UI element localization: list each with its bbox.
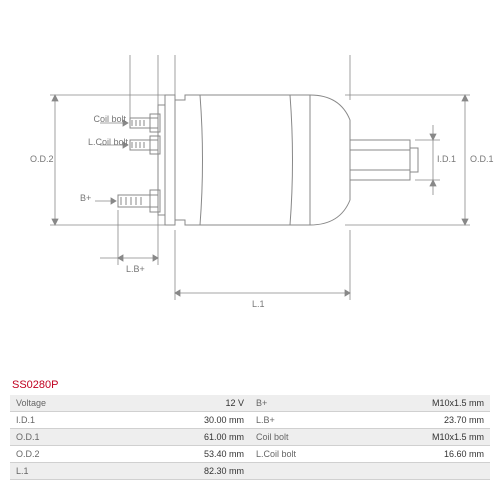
spec-label: L.Coil bolt	[250, 446, 336, 463]
spec-value: 12 V	[96, 395, 250, 412]
table-row: L.1 82.30 mm	[10, 463, 490, 480]
label-lcoilbolt-callout: L.Coil bolt	[86, 137, 128, 147]
spec-label: Voltage	[10, 395, 96, 412]
label-od1: O.D.1	[470, 154, 494, 164]
label-lbplus: L.B+	[126, 264, 145, 274]
table-row: Voltage 12 V B+ M10x1.5 mm	[10, 395, 490, 412]
spec-label: Coil bolt	[250, 429, 336, 446]
label-bplus-callout: B+	[80, 193, 91, 203]
specs-table-area: SS0280P Voltage 12 V B+ M10x1.5 mm I.D.1…	[10, 379, 490, 480]
spec-label: B+	[250, 395, 336, 412]
specs-table: Voltage 12 V B+ M10x1.5 mm I.D.1 30.00 m…	[10, 395, 490, 480]
spec-label: I.D.1	[10, 412, 96, 429]
part-number: SS0280P	[10, 379, 490, 391]
spec-value	[336, 463, 490, 480]
spec-label	[250, 463, 336, 480]
spec-label: O.D.1	[10, 429, 96, 446]
label-od2: O.D.2	[30, 154, 54, 164]
spec-label: O.D.2	[10, 446, 96, 463]
label-id1: I.D.1	[437, 154, 456, 164]
label-coilbolt-callout: Coil bolt	[92, 114, 126, 124]
table-row: O.D.2 53.40 mm L.Coil bolt 16.60 mm	[10, 446, 490, 463]
spec-label: L.1	[10, 463, 96, 480]
spec-value: M10x1.5 mm	[336, 429, 490, 446]
table-row: O.D.1 61.00 mm Coil bolt M10x1.5 mm	[10, 429, 490, 446]
diagram-area: O.D.2 Coil bolt L.Coil bolt B+ L.B+ L.1 …	[0, 0, 500, 360]
solenoid-drawing	[0, 0, 500, 360]
spec-value: 82.30 mm	[96, 463, 250, 480]
table-row: I.D.1 30.00 mm L.B+ 23.70 mm	[10, 412, 490, 429]
spec-value: 30.00 mm	[96, 412, 250, 429]
spec-value: 23.70 mm	[336, 412, 490, 429]
spec-label: L.B+	[250, 412, 336, 429]
spec-value: 53.40 mm	[96, 446, 250, 463]
spec-value: 16.60 mm	[336, 446, 490, 463]
label-l1: L.1	[252, 299, 265, 309]
spec-value: 61.00 mm	[96, 429, 250, 446]
spec-value: M10x1.5 mm	[336, 395, 490, 412]
